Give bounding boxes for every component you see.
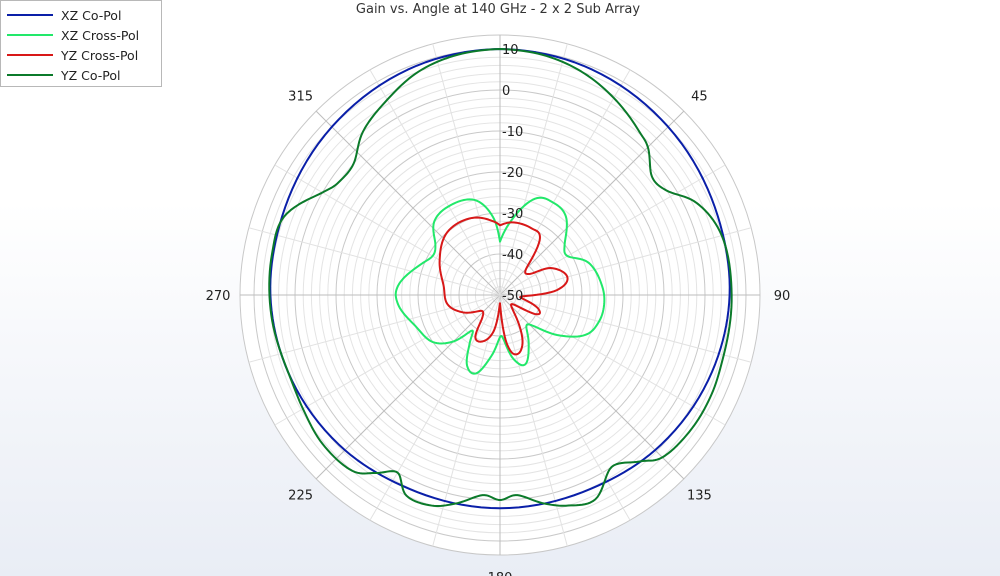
grid-spoke-minor [499,294,752,363]
grid-spoke-minor [499,294,726,426]
series-line-yz-cross-pol [438,216,569,356]
grid-spoke-minor [369,69,501,296]
angle-tick-label: 225 [288,488,313,503]
legend-swatch [7,34,53,36]
grid-spoke-minor [499,43,568,296]
grid-spoke-major [499,110,685,296]
polar-grid [239,34,761,556]
legend-label: XZ Cross-Pol [61,27,140,43]
angle-tick-label: 180 [488,571,513,576]
legend-swatch [7,74,53,76]
legend-item: XZ Cross-Pol [7,25,139,45]
grid-spoke-major [315,294,501,480]
angle-tick-label: 45 [691,90,708,105]
angle-tick-label: 315 [288,90,313,105]
legend-label: YZ Co-Pol [61,67,121,83]
grid-spoke-major [315,110,501,296]
legend: XZ Co-Pol XZ Cross-Pol YZ Cross-Pol YZ C… [0,0,162,87]
legend-item: YZ Co-Pol [7,65,121,85]
grid-spoke-minor [499,227,752,296]
legend-swatch [7,14,53,16]
series-line-yz-co-pol [268,48,733,507]
series-layer [268,48,733,510]
grid-spoke-minor [369,294,501,521]
grid-spoke-minor [432,43,501,296]
grid-spoke-minor [274,164,501,296]
legend-label: YZ Cross-Pol [61,47,139,63]
radial-tick-label: -30 [502,207,523,222]
grid-spoke-minor [274,294,501,426]
chart-title: Gain vs. Angle at 140 GHz - 2 x 2 Sub Ar… [356,2,640,17]
radial-tick-label: -50 [502,289,523,304]
legend-item: YZ Cross-Pol [7,45,138,65]
radial-tick-label: 10 [502,43,519,58]
grid-spoke-minor [499,164,726,296]
angle-tick-label: 90 [774,289,791,304]
angle-tick-label: 270 [206,289,231,304]
angle-tick-label: 135 [687,488,712,503]
grid-spoke-minor [248,227,501,296]
series-line-xz-co-pol [269,48,731,510]
grid-spoke-minor [499,69,631,296]
legend-swatch [7,54,53,56]
grid-spoke-minor [499,294,568,547]
axis-labels: 45 90 135 180 225 270 315 10 0 -10 -20 -30 -40 -50 [206,43,791,576]
radial-tick-label: -40 [502,248,523,263]
radial-tick-label: -20 [502,166,523,181]
radial-tick-label: 0 [502,84,510,99]
legend-label: XZ Co-Pol [61,7,122,23]
grid-spoke-minor [248,294,501,363]
series-line-xz-cross-pol [394,196,606,375]
legend-item: XZ Co-Pol [7,5,121,25]
radial-tick-label: -10 [502,125,523,140]
